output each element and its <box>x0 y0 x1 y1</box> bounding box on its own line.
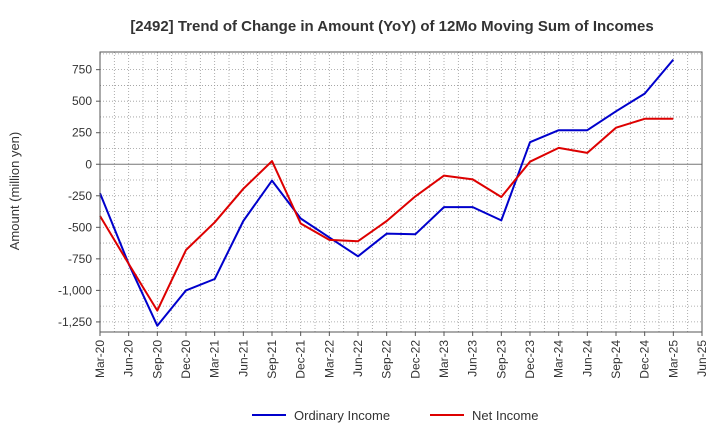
y-tick-label: -250 <box>68 189 92 203</box>
series-line <box>99 117 674 312</box>
x-tick-label: Dec-23 <box>523 340 537 379</box>
legend-label: Net Income <box>472 408 538 423</box>
y-tick-label: 750 <box>72 63 92 77</box>
x-tick-label: Jun-24 <box>580 340 594 377</box>
y-tick-label: 0 <box>85 157 92 171</box>
x-tick-label: Dec-20 <box>179 340 193 379</box>
x-tick-label: Mar-23 <box>437 340 451 378</box>
x-tick-label: Sep-22 <box>380 340 394 379</box>
plot-grid <box>100 52 702 332</box>
x-tick-label: Jun-23 <box>466 340 480 377</box>
legend-label: Ordinary Income <box>294 408 390 423</box>
y-tick-label: -1,000 <box>58 283 92 297</box>
x-tick-label: Jun-20 <box>122 340 136 377</box>
x-tick-label: Sep-24 <box>609 340 623 379</box>
x-tick-label: Dec-21 <box>294 340 308 379</box>
y-tick-label: -750 <box>68 252 92 266</box>
x-tick-label: Mar-25 <box>666 340 680 378</box>
y-tick-label: 250 <box>72 126 92 140</box>
y-tick-label: -1,250 <box>58 315 92 329</box>
y-tick-label: -500 <box>68 220 92 234</box>
plot-series <box>99 58 675 327</box>
series-line <box>99 58 675 327</box>
x-tick-label: Jun-21 <box>236 340 250 377</box>
x-tick-label: Dec-22 <box>408 340 422 379</box>
x-tick-label: Jun-25 <box>695 340 709 377</box>
y-axis-label: Amount (million yen) <box>7 132 22 251</box>
legend: Ordinary Income Net Income <box>252 408 538 423</box>
x-tick-label: Jun-22 <box>351 340 365 377</box>
x-tick-label: Sep-20 <box>150 340 164 379</box>
plot-frame <box>99 51 703 333</box>
x-tick-label: Dec-24 <box>638 340 652 379</box>
x-tick-label: Sep-23 <box>494 340 508 379</box>
x-tick-label: Mar-22 <box>322 340 336 378</box>
x-tick-label: Mar-20 <box>93 340 107 378</box>
y-tick-labels: 750 500 250 0 -250 -500 -750 -1,000 -1,250 <box>58 63 100 329</box>
x-tick-label: Sep-21 <box>265 340 279 379</box>
chart-title: [2492] Trend of Change in Amount (YoY) o… <box>130 18 653 35</box>
x-tick-label: Mar-24 <box>552 340 566 378</box>
x-tick-labels: Mar-20 Jun-20 Sep-20 Dec-20 Mar-21 Jun-21 Sep-… <box>93 332 709 379</box>
x-tick-label: Mar-21 <box>208 340 222 378</box>
y-tick-label: 500 <box>72 94 92 108</box>
